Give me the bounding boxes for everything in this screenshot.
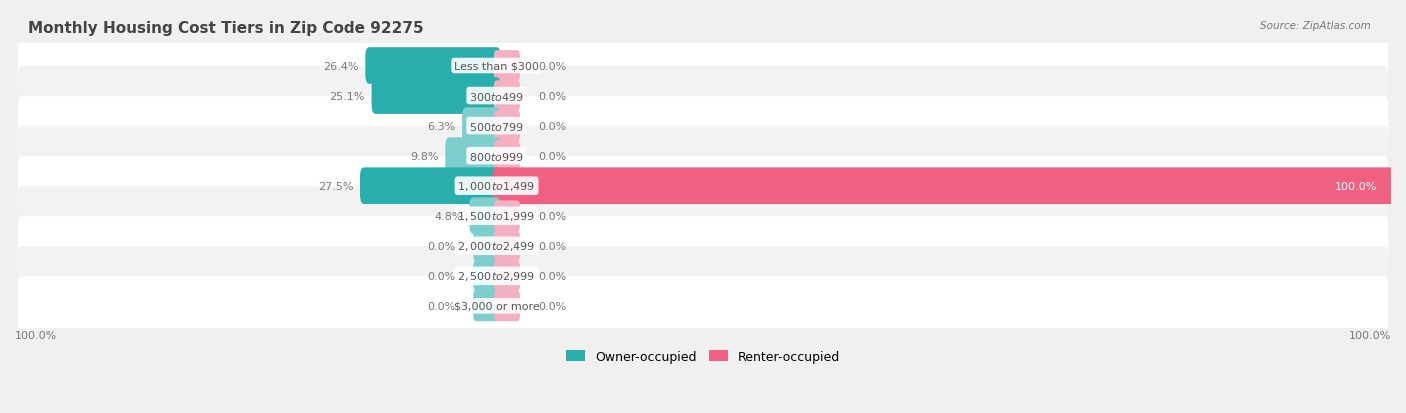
Text: 25.1%: 25.1%	[329, 91, 364, 101]
Text: 0.0%: 0.0%	[427, 241, 456, 251]
Text: $2,500 to $2,999: $2,500 to $2,999	[457, 270, 536, 282]
FancyBboxPatch shape	[494, 141, 520, 171]
Text: 0.0%: 0.0%	[427, 301, 456, 311]
Text: $300 to $499: $300 to $499	[470, 90, 524, 102]
FancyBboxPatch shape	[494, 111, 520, 142]
Text: 9.8%: 9.8%	[411, 151, 439, 161]
FancyBboxPatch shape	[494, 291, 520, 321]
Text: $800 to $999: $800 to $999	[470, 150, 524, 162]
Text: Source: ZipAtlas.com: Source: ZipAtlas.com	[1260, 21, 1371, 31]
Text: 100.0%: 100.0%	[1348, 330, 1391, 340]
Text: 0.0%: 0.0%	[538, 151, 567, 161]
FancyBboxPatch shape	[366, 48, 501, 85]
FancyBboxPatch shape	[18, 277, 1388, 336]
FancyBboxPatch shape	[18, 247, 1388, 306]
FancyBboxPatch shape	[463, 108, 501, 145]
FancyBboxPatch shape	[18, 67, 1388, 126]
FancyBboxPatch shape	[18, 217, 1388, 275]
Text: Monthly Housing Cost Tiers in Zip Code 92275: Monthly Housing Cost Tiers in Zip Code 9…	[28, 21, 423, 36]
FancyBboxPatch shape	[18, 187, 1388, 246]
FancyBboxPatch shape	[18, 157, 1388, 216]
Text: 0.0%: 0.0%	[538, 211, 567, 221]
Text: $3,000 or more: $3,000 or more	[454, 301, 540, 311]
FancyBboxPatch shape	[494, 81, 520, 112]
Text: 100.0%: 100.0%	[1334, 181, 1378, 191]
FancyBboxPatch shape	[18, 97, 1388, 156]
Text: 0.0%: 0.0%	[538, 241, 567, 251]
FancyBboxPatch shape	[474, 261, 499, 292]
Text: $2,000 to $2,499: $2,000 to $2,499	[457, 240, 536, 253]
FancyBboxPatch shape	[494, 201, 520, 232]
FancyBboxPatch shape	[474, 231, 499, 261]
FancyBboxPatch shape	[371, 78, 501, 115]
FancyBboxPatch shape	[494, 261, 520, 292]
FancyBboxPatch shape	[494, 231, 520, 261]
Text: 0.0%: 0.0%	[538, 301, 567, 311]
FancyBboxPatch shape	[18, 127, 1388, 186]
Text: 6.3%: 6.3%	[427, 121, 456, 131]
Text: $1,000 to $1,499: $1,000 to $1,499	[457, 180, 536, 193]
Text: 4.8%: 4.8%	[434, 211, 463, 221]
Text: 26.4%: 26.4%	[323, 62, 359, 71]
FancyBboxPatch shape	[446, 138, 501, 175]
FancyBboxPatch shape	[360, 168, 501, 204]
Text: 27.5%: 27.5%	[318, 181, 353, 191]
Text: 0.0%: 0.0%	[538, 121, 567, 131]
FancyBboxPatch shape	[494, 51, 520, 82]
Text: 0.0%: 0.0%	[538, 62, 567, 71]
Text: 100.0%: 100.0%	[15, 330, 58, 340]
FancyBboxPatch shape	[470, 198, 501, 235]
Text: $1,500 to $1,999: $1,500 to $1,999	[457, 210, 536, 223]
Text: 0.0%: 0.0%	[538, 271, 567, 281]
FancyBboxPatch shape	[18, 37, 1388, 96]
Text: 0.0%: 0.0%	[538, 91, 567, 101]
FancyBboxPatch shape	[474, 291, 499, 321]
FancyBboxPatch shape	[492, 168, 1395, 204]
Text: Less than $300: Less than $300	[454, 62, 538, 71]
Text: 0.0%: 0.0%	[427, 271, 456, 281]
Legend: Owner-occupied, Renter-occupied: Owner-occupied, Renter-occupied	[561, 345, 845, 368]
Text: $500 to $799: $500 to $799	[470, 120, 524, 132]
